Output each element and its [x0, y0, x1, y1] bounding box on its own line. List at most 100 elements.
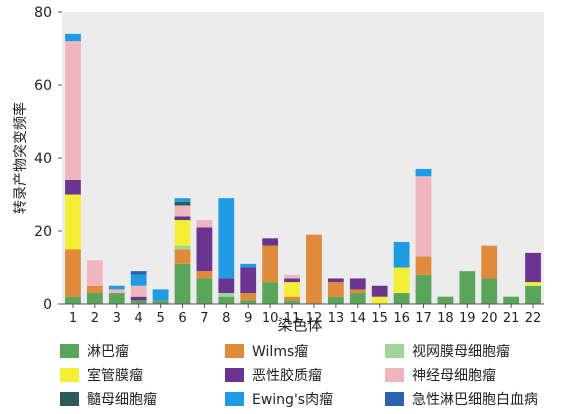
x-tick-label: 4	[135, 311, 143, 326]
bar-segment	[350, 293, 366, 304]
bar-segment	[262, 282, 278, 304]
legend-label: 室管膜瘤	[87, 365, 143, 385]
legend-swatch	[60, 368, 79, 382]
bar-segment	[350, 278, 366, 289]
bar-segment	[438, 297, 454, 304]
bar-segment	[525, 286, 541, 304]
bar-segment	[65, 180, 81, 195]
legend-swatch	[225, 344, 244, 358]
x-tick-label: 8	[222, 311, 230, 326]
bar-segment	[240, 268, 256, 294]
bar-segment	[372, 297, 388, 304]
bar-segment	[153, 300, 169, 304]
bar-segment	[175, 220, 191, 246]
x-axis-label: 染色体	[277, 316, 322, 334]
bar-segment	[65, 249, 81, 296]
bar-segment	[131, 300, 147, 304]
legend-label: 髓母细胞瘤	[87, 389, 157, 409]
legend-item: Ewing's肉瘤	[225, 388, 333, 410]
y-tick-label: 20	[34, 224, 52, 240]
legend-swatch	[385, 392, 404, 406]
x-tick-label: 19	[459, 311, 476, 326]
legend-swatch	[225, 368, 244, 382]
bar-segment	[394, 242, 410, 268]
bar-segment	[284, 282, 300, 297]
bar-segment	[503, 297, 519, 304]
x-tick-label: 2	[91, 311, 99, 326]
bar-segment	[131, 286, 147, 297]
bar-segment	[284, 278, 300, 282]
bar-segment	[240, 264, 256, 268]
bar-segment	[131, 297, 147, 301]
bar-segment	[131, 275, 147, 286]
x-tick-label: 16	[393, 311, 410, 326]
x-tick-label: 7	[200, 311, 208, 326]
bar-segment	[218, 293, 234, 297]
bar-segment	[459, 271, 475, 304]
bar-segment	[197, 227, 213, 271]
bar-segment	[394, 268, 410, 294]
bar-segment	[240, 300, 256, 304]
legend-swatch	[385, 344, 404, 358]
bar-segment	[153, 289, 169, 300]
bar-segment	[65, 34, 81, 41]
bar-segment	[525, 282, 541, 286]
bar-segment	[175, 205, 191, 216]
x-tick-label: 15	[371, 311, 388, 326]
legend-swatch	[225, 392, 244, 406]
legend-swatch	[60, 344, 79, 358]
x-tick-label: 5	[156, 311, 164, 326]
legend-swatch	[385, 368, 404, 382]
bar-segment	[131, 271, 147, 275]
bar-segment	[306, 235, 322, 304]
y-axis: 0 20 40 60 80	[34, 5, 62, 313]
y-tick-label: 60	[34, 78, 52, 94]
legend-item: 视网膜母细胞瘤	[385, 340, 510, 362]
legend-item: 急性淋巴细胞白血病	[385, 388, 538, 410]
bar-segment	[109, 293, 125, 304]
bar-segment	[175, 246, 191, 250]
bar-segment	[328, 282, 344, 297]
bar-segment	[525, 253, 541, 282]
legend-label: 神经母细胞瘤	[412, 365, 496, 385]
legend-label: 急性淋巴细胞白血病	[412, 389, 538, 409]
x-tick-label: 9	[244, 311, 252, 326]
bar-segment	[284, 297, 300, 301]
bar-segment	[328, 297, 344, 304]
x-tick-label: 3	[113, 311, 121, 326]
legend-label: Wilms瘤	[252, 341, 308, 361]
x-tick-label: 17	[415, 311, 432, 326]
bar-segment	[481, 278, 497, 304]
legend-item: 室管膜瘤	[60, 364, 143, 386]
bar-segment	[284, 300, 300, 304]
bar-segment	[218, 278, 234, 293]
bar-segment	[175, 202, 191, 206]
legend-item: 恶性胶质瘤	[225, 364, 322, 386]
bar-segment	[416, 257, 432, 275]
x-tick-label: 18	[437, 311, 454, 326]
y-tick-label: 0	[43, 297, 52, 313]
y-tick-label: 80	[34, 5, 52, 21]
x-tick-label: 6	[178, 311, 186, 326]
bar-segment	[218, 297, 234, 304]
legend: 淋巴瘤 Wilms瘤 视网膜母细胞瘤 室管膜瘤 恶性胶质瘤 神经母细胞瘤 髓母细胞瘤 Ewin…	[60, 340, 560, 414]
bar-segment	[262, 246, 278, 283]
bar-segment	[416, 275, 432, 304]
x-tick-label: 13	[328, 311, 345, 326]
bar-segment	[65, 297, 81, 304]
bar-segment	[262, 238, 278, 245]
legend-item: 神经母细胞瘤	[385, 364, 496, 386]
bar-segment	[175, 198, 191, 202]
bar-segment	[197, 220, 213, 227]
plot-background	[62, 12, 544, 304]
bar-segment	[284, 275, 300, 279]
x-tick-label: 10	[262, 311, 279, 326]
legend-label: 恶性胶质瘤	[252, 365, 322, 385]
bar-segment	[416, 176, 432, 256]
bar-segment	[175, 216, 191, 220]
x-tick-label: 22	[525, 311, 542, 326]
x-tick-label: 1	[69, 311, 77, 326]
bar-segment	[218, 198, 234, 278]
bar-segment	[481, 246, 497, 279]
bar-segment	[197, 271, 213, 278]
